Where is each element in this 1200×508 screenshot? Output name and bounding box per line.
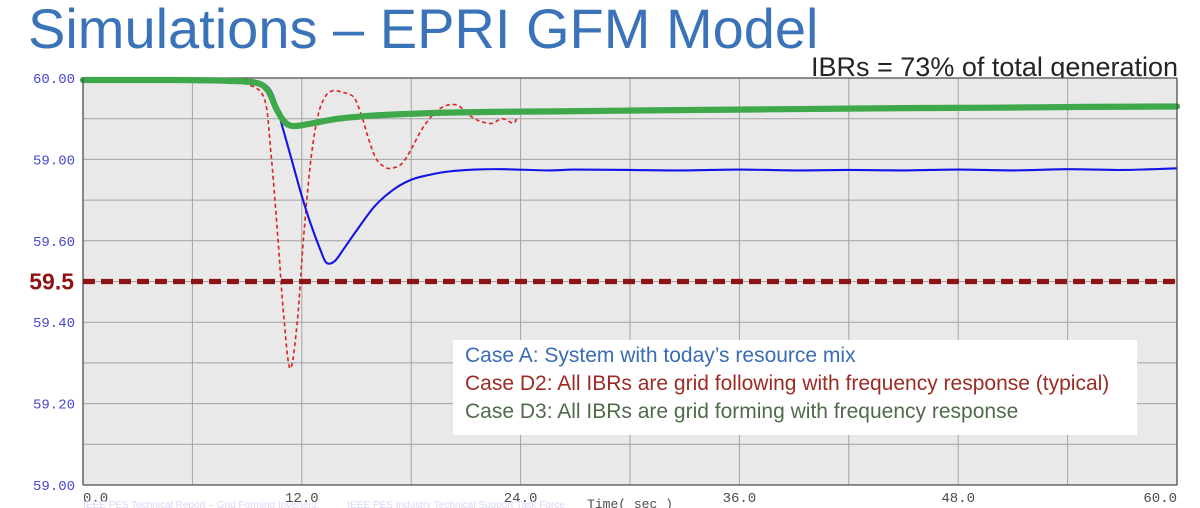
svg-text:59.20: 59.20 xyxy=(33,398,75,414)
svg-text:59.00: 59.00 xyxy=(33,479,75,495)
svg-text:48.0: 48.0 xyxy=(941,491,975,507)
svg-text:36.0: 36.0 xyxy=(723,491,757,507)
svg-text:59.40: 59.40 xyxy=(33,316,75,332)
svg-text:Time( sec ): Time( sec ) xyxy=(587,497,673,508)
svg-text:60.00: 60.00 xyxy=(33,72,75,88)
svg-text:59.00: 59.00 xyxy=(33,153,75,169)
svg-text:59.60: 59.60 xyxy=(33,235,75,251)
svg-text:59.5: 59.5 xyxy=(29,269,74,295)
svg-text:60.0: 60.0 xyxy=(1143,491,1177,507)
